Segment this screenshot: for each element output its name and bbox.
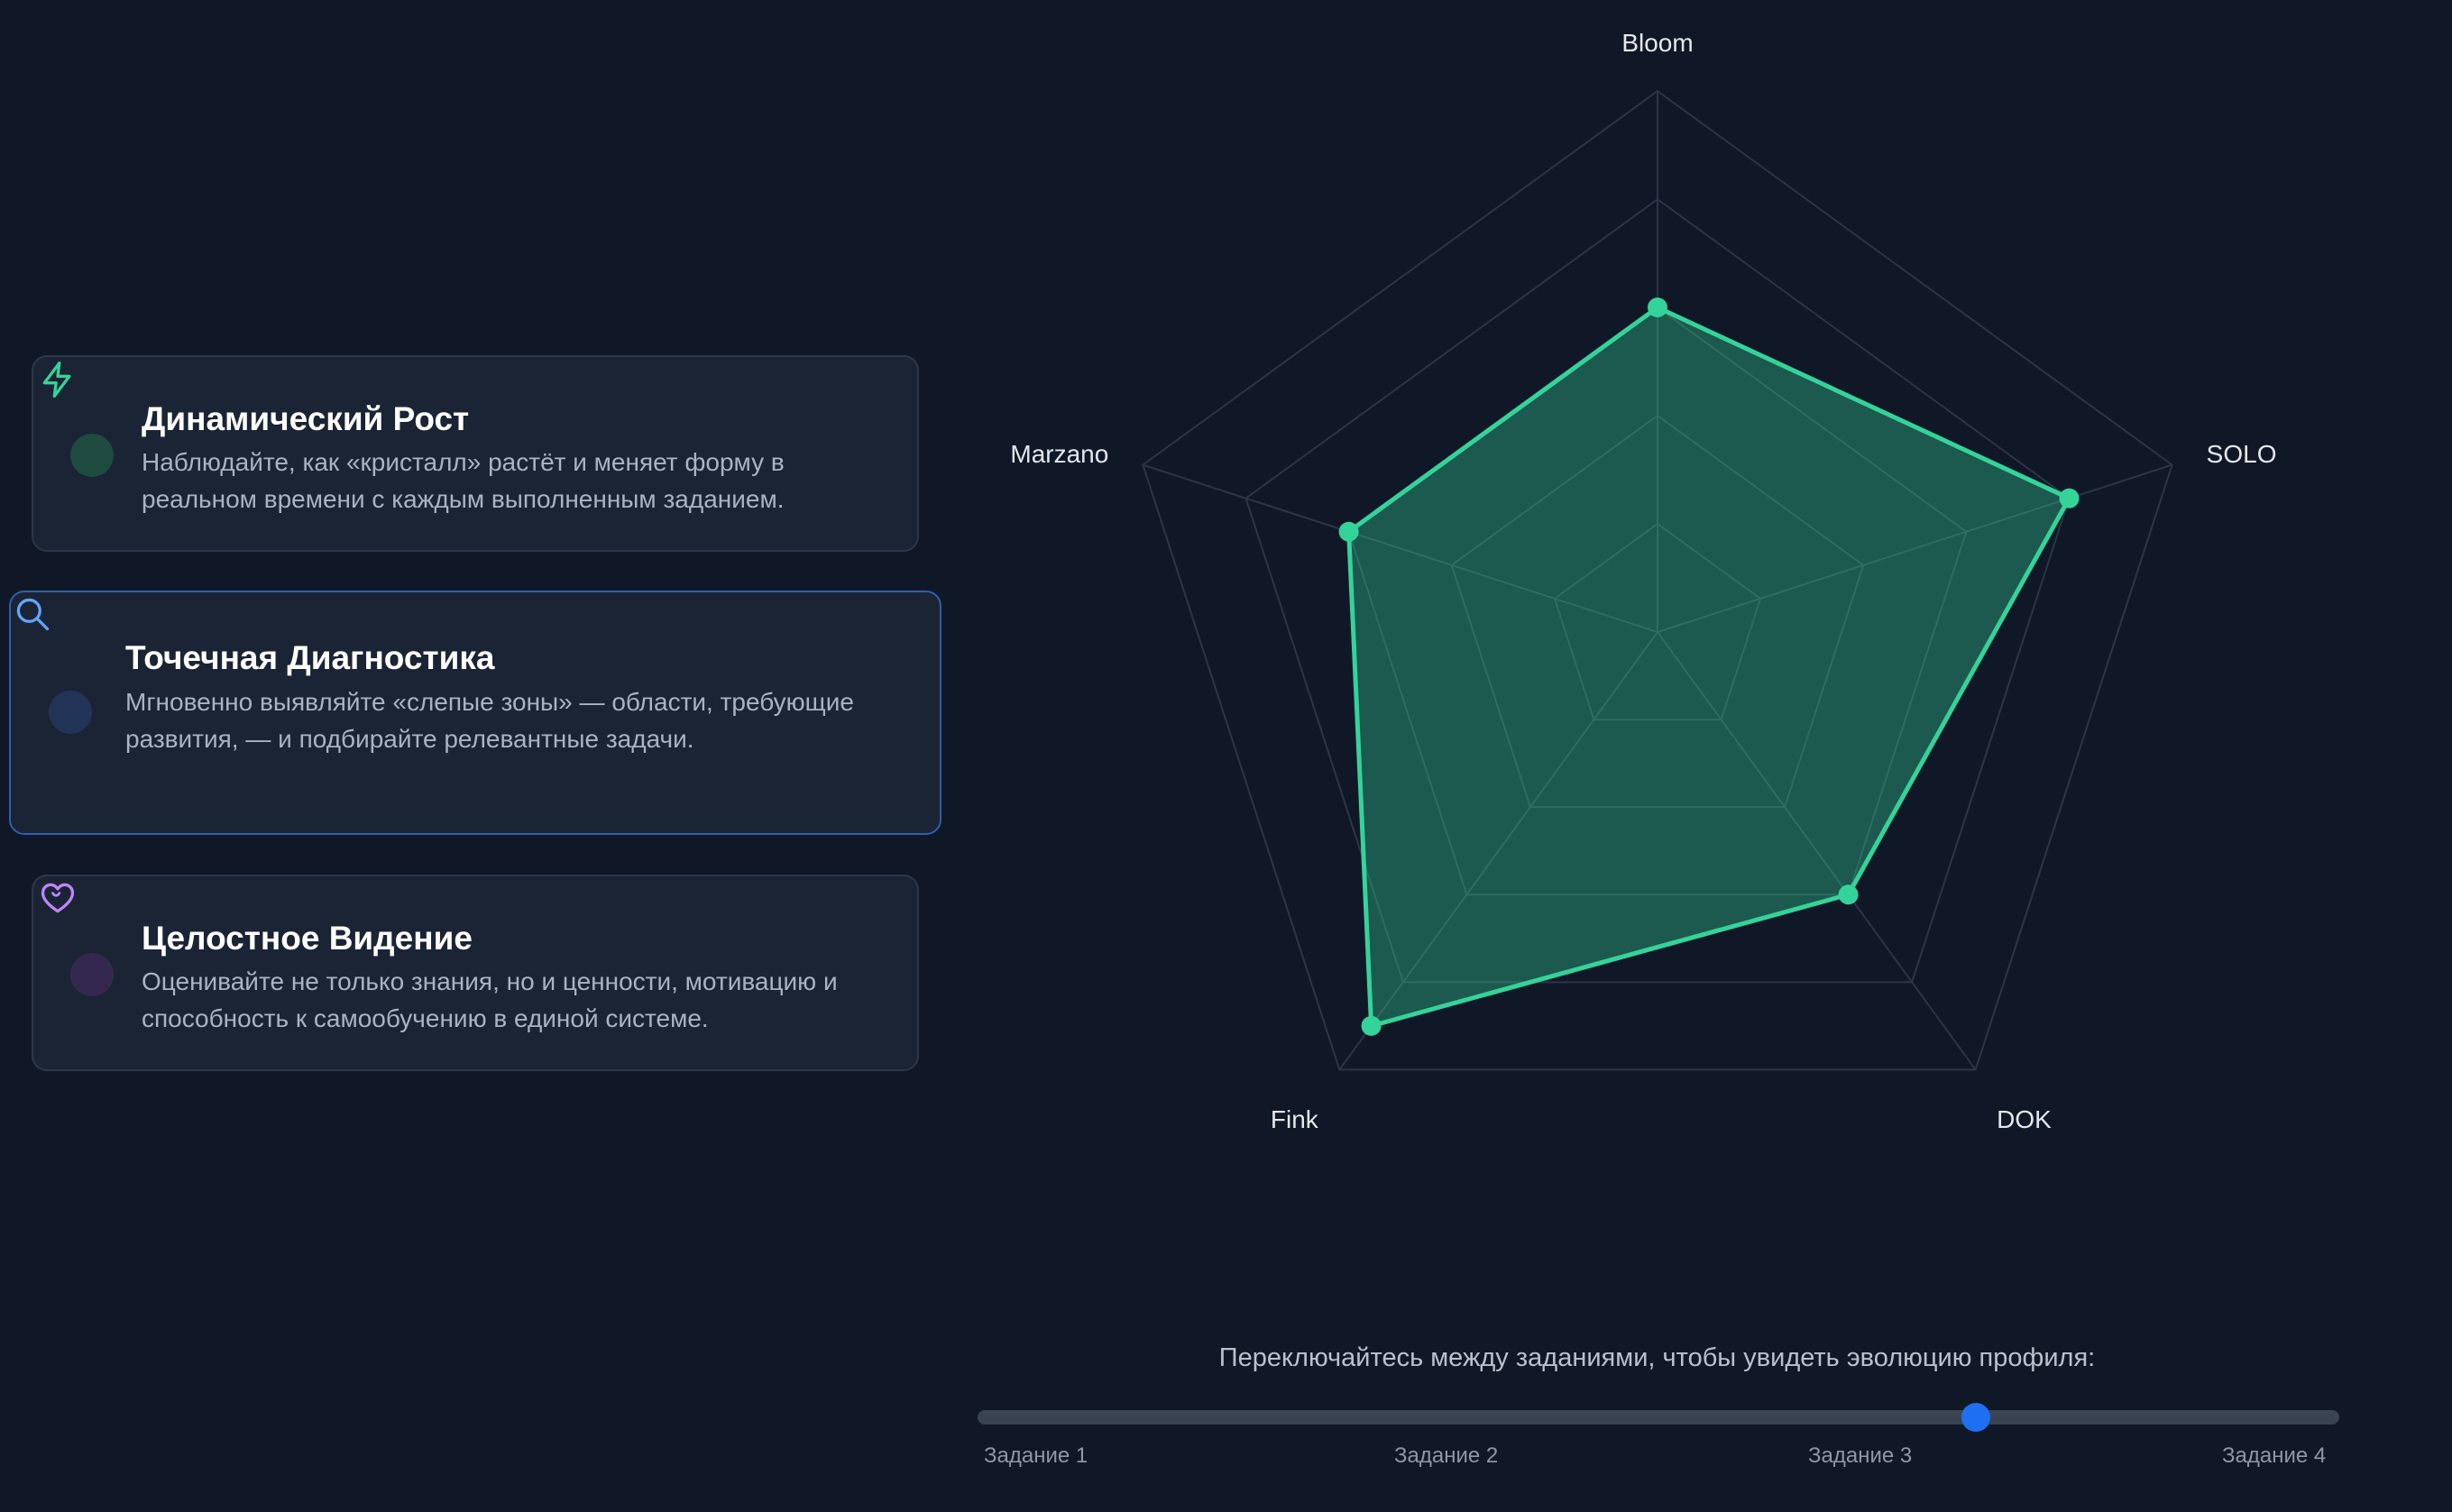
- radar-data-point[interactable]: [1648, 298, 1667, 317]
- feature-description: Мгновенно выявляйте «слепые зоны» — обла…: [125, 688, 854, 753]
- radar-axis-label: SOLO: [2207, 440, 2277, 468]
- feature-title: Точечная Диагностика: [125, 639, 495, 676]
- feature-title: Целостное Видение: [142, 920, 473, 957]
- task-slider-thumb[interactable]: [1961, 1403, 1991, 1432]
- heart-icon: [41, 883, 75, 913]
- feature-card-point-diagnostics[interactable]: Точечная Диагностика Мгновенно выявляйте…: [9, 591, 941, 835]
- radar-axis-line: [1657, 631, 1977, 1070]
- radar-axis-label: DOK: [1997, 1105, 2052, 1133]
- radar-axis-label: Fink: [1271, 1105, 1319, 1133]
- radar-grid-ring: [1553, 522, 1762, 721]
- feature-indicator-dot: [70, 953, 114, 996]
- lightning-icon: [42, 362, 71, 398]
- task-label-4[interactable]: Задание 4: [2222, 1443, 2327, 1468]
- feature-title: Динамический Рост: [142, 400, 470, 437]
- feature-indicator-dot: [49, 691, 92, 734]
- radar-data-point[interactable]: [1338, 521, 1359, 542]
- radar-axes: [1143, 91, 2172, 1070]
- radar-data-point[interactable]: [1361, 1015, 1382, 1036]
- radar-grid-ring: [1450, 414, 1865, 809]
- feature-indicator-dot: [70, 434, 114, 477]
- feature-card-holistic-vision[interactable]: Целостное Видение Оценивайте не только з…: [32, 875, 919, 1071]
- radar-grid-ring: [1142, 89, 2173, 1071]
- feature-description: Оценивайте не только знания, но и ценнос…: [142, 967, 838, 1032]
- radar-grid-ring: [1244, 197, 2071, 984]
- radar-data-point[interactable]: [1838, 884, 1859, 905]
- radar-axis-line: [1657, 463, 2172, 633]
- radar-data-point[interactable]: [2059, 488, 2080, 509]
- task-slider-track[interactable]: [978, 1410, 2339, 1425]
- radar-axis-label: Bloom: [1621, 29, 1693, 57]
- radar-axis-label: Marzano: [1010, 440, 1108, 468]
- radar-axis-labels: Bloom SOLO DOK Fink Marzano: [1010, 29, 2276, 1133]
- task-label-2[interactable]: Задание 2: [1394, 1443, 1499, 1468]
- radar-axis-line: [1143, 463, 1658, 633]
- search-icon: [16, 598, 50, 631]
- task-label-3[interactable]: Задание 3: [1808, 1443, 1913, 1468]
- radar-series: [1338, 298, 2080, 1036]
- radar-axis-line: [1338, 631, 1658, 1070]
- task-label-1[interactable]: Задание 1: [984, 1443, 1088, 1468]
- radar-series-area: [1346, 305, 2072, 1029]
- feature-description: Наблюдайте, как «кристалл» растёт и меня…: [142, 448, 785, 513]
- task-switch-hint: Переключайтесь между заданиями, чтобы ув…: [1218, 1343, 2096, 1372]
- radar-chart: Bloom SOLO DOK Fink Marzano: [1010, 29, 2276, 1133]
- feature-card-dynamic-growth[interactable]: Динамический Рост Наблюдайте, как «крист…: [32, 355, 919, 552]
